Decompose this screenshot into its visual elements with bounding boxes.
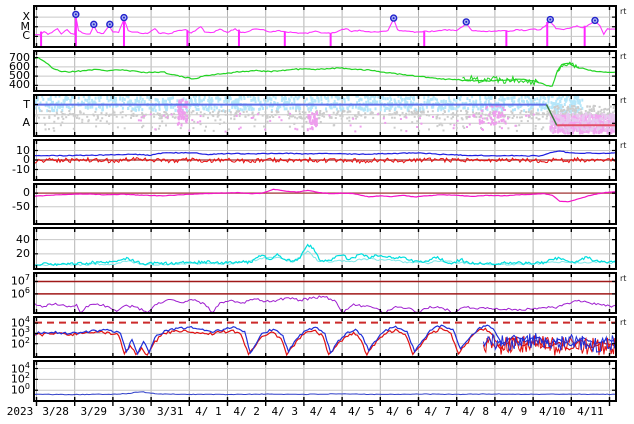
x-tick-label: 3/28	[42, 405, 69, 418]
y-axis-label: 400	[9, 78, 30, 92]
day-ticks	[35, 362, 615, 400]
series-line-1	[35, 243, 615, 267]
series-scatter-8	[478, 104, 507, 126]
x-tick-label: 4/ 9	[500, 405, 528, 418]
panel-proton-electron-daily	[33, 316, 617, 358]
panel-wind-density	[33, 227, 617, 270]
series-line-1	[35, 15, 615, 36]
x-tick-label: 4/ 4	[309, 405, 337, 418]
y-axis-label: 102	[10, 335, 30, 351]
y-axis-label: 0	[23, 186, 30, 200]
day-ticks	[35, 229, 615, 268]
series-line-4	[482, 332, 615, 353]
rt-label: rt	[620, 96, 627, 105]
x-tick-label: 4/11	[577, 405, 604, 418]
series-scatter-0	[35, 96, 555, 113]
day-ticks	[35, 141, 615, 179]
y-axis-label: 20	[16, 246, 30, 260]
series-line-1	[35, 156, 615, 164]
y-axis-label: 40	[16, 232, 30, 246]
series-scatter-3	[44, 117, 552, 132]
series-markers-2	[72, 10, 599, 29]
day-ticks	[35, 52, 615, 90]
y-axis-label: X	[22, 10, 30, 24]
y-axis-label: 0	[23, 153, 30, 166]
series-line-2	[556, 61, 580, 72]
rt-label: rt	[620, 318, 627, 327]
panel-dst-index	[33, 183, 617, 225]
y-axis-label: 10	[16, 143, 30, 157]
x-tick-label: 4/ 5	[347, 405, 375, 418]
y-axis-label: 500	[9, 69, 30, 83]
x-tick-label: 4/ 1	[195, 405, 222, 418]
y-axis-label: 600	[9, 59, 30, 73]
panel-wind-temp-alpha	[33, 94, 617, 137]
y-axis-label: T	[23, 97, 30, 111]
day-ticks	[35, 7, 615, 46]
series-line-1	[462, 74, 540, 87]
series-line-2	[35, 295, 615, 312]
day-ticks	[35, 96, 615, 135]
y-axis-label: 107	[10, 273, 30, 289]
day-ticks	[35, 185, 615, 223]
y-axis-label: 100	[10, 382, 30, 397]
x-tick-label: 3/29	[80, 405, 108, 418]
y-axis-label: -50	[12, 199, 30, 213]
gridlines	[36, 274, 610, 312]
x-tick-label: 4/ 8	[462, 405, 490, 418]
series-line-12	[545, 104, 558, 126]
x-axis-year-label: 2023	[6, 405, 34, 418]
panel-imf-bt-bz	[33, 139, 617, 181]
gridlines	[35, 185, 615, 223]
y-axis-label: C	[22, 29, 30, 43]
series-line-0	[35, 391, 615, 396]
panel-electron-flux	[33, 272, 617, 314]
x-tick-label: 4/ 6	[386, 405, 413, 418]
y-axis-label: -10	[12, 162, 30, 176]
x-tick-label: 3/30	[118, 405, 146, 418]
y-axis-label: 102	[10, 371, 30, 387]
panel-solar-wind-speed	[33, 50, 617, 92]
y-axis-label: 104	[10, 315, 30, 330]
series-line-0	[35, 250, 615, 267]
y-axis-label: A	[22, 116, 30, 130]
day-ticks	[35, 318, 615, 356]
series-line-0	[35, 56, 615, 87]
gridlines	[35, 52, 615, 90]
y-axis-label: 700	[9, 50, 30, 64]
rt-label: rt	[620, 52, 627, 61]
gridlines	[35, 7, 615, 46]
series-line-3	[482, 335, 615, 356]
y-axis-label: 106	[10, 285, 30, 301]
series-line-1	[35, 188, 615, 203]
rt-label: rt	[620, 7, 627, 16]
x-tick-label: 4/ 2	[233, 405, 260, 418]
rt-label: rt	[620, 141, 627, 150]
y-axis-label: M	[20, 19, 31, 33]
series-scatter-7	[306, 111, 319, 132]
x-axis-ticks	[35, 402, 611, 406]
y-axis-label: 103	[10, 325, 30, 341]
panel-proton-flux-low	[33, 360, 617, 402]
x-tick-label: 4/ 7	[424, 405, 451, 418]
series-line-2	[35, 150, 615, 157]
day-ticks	[35, 274, 615, 312]
x-tick-label: 4/ 3	[271, 405, 299, 418]
panel-xray-flux	[33, 5, 617, 48]
x-tick-label: 4/10	[538, 405, 566, 418]
rt-label: rt	[620, 274, 627, 283]
y-axis-label: 104	[10, 360, 30, 376]
x-tick-label: 3/31	[156, 405, 184, 418]
